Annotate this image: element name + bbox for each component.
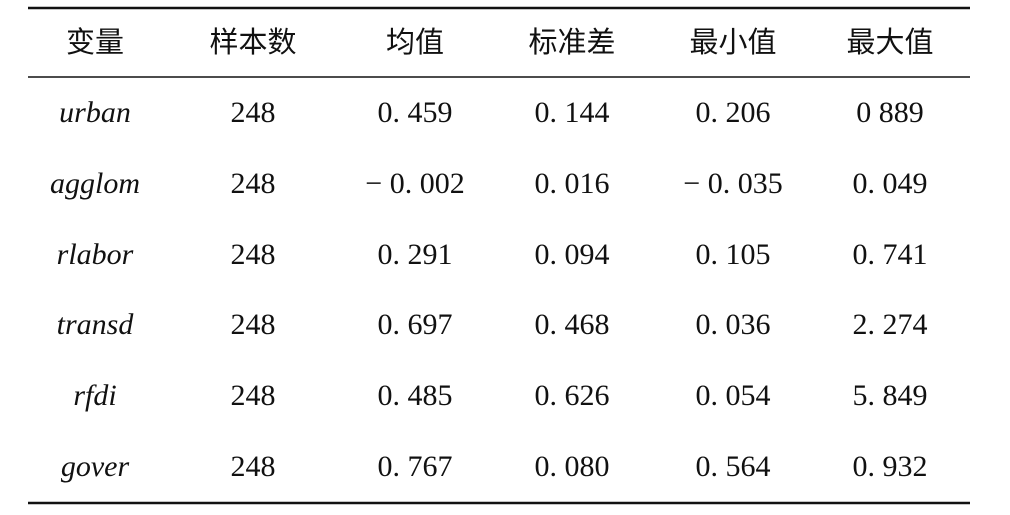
header-cell: 最小值: [689, 25, 776, 59]
cell: 0. 564: [696, 450, 771, 483]
variable-name: transd: [57, 308, 135, 341]
cell: 0 889: [856, 96, 924, 129]
cell: − 0. 035: [683, 167, 782, 200]
variable-name: rfdi: [73, 379, 116, 412]
cell: 0. 080: [535, 450, 610, 483]
cell: 0. 291: [378, 238, 453, 271]
cell: 248: [231, 379, 276, 412]
header-cell: 变量: [66, 25, 124, 59]
variable-name: gover: [61, 450, 130, 483]
cell: 0. 485: [378, 379, 453, 412]
cell: 0. 468: [535, 308, 610, 341]
cell: 0. 767: [378, 450, 453, 483]
cell: 0. 016: [535, 167, 610, 200]
cell: 248: [231, 308, 276, 341]
cell: 0. 932: [853, 450, 928, 483]
cell: 0. 697: [378, 308, 453, 341]
variable-name: rlabor: [57, 238, 134, 271]
cell: 0. 741: [853, 238, 928, 271]
cell: 0. 144: [535, 96, 610, 129]
header-cell: 均值: [386, 25, 444, 59]
cell: 2. 274: [853, 308, 928, 341]
cell: 0. 459: [378, 96, 453, 129]
header-cell: 最大值: [846, 25, 933, 59]
cell: 0. 105: [696, 238, 771, 271]
cell: 0. 094: [535, 238, 610, 271]
cell: 248: [231, 96, 276, 129]
cell: 0. 036: [696, 308, 771, 341]
cell: 248: [231, 238, 276, 271]
cell: 5. 849: [853, 379, 928, 412]
cell: 248: [231, 450, 276, 483]
cell: 248: [231, 167, 276, 200]
cell: 0. 049: [853, 167, 928, 200]
variable-name: urban: [59, 96, 131, 129]
header-cell: 标准差: [528, 25, 615, 59]
cell: 0. 054: [696, 379, 771, 412]
cell: 0. 206: [696, 96, 771, 129]
header-cell: 样本数: [209, 25, 296, 59]
cell: 0. 626: [535, 379, 610, 412]
cell: − 0. 002: [365, 167, 464, 200]
variable-name: agglom: [50, 167, 140, 200]
